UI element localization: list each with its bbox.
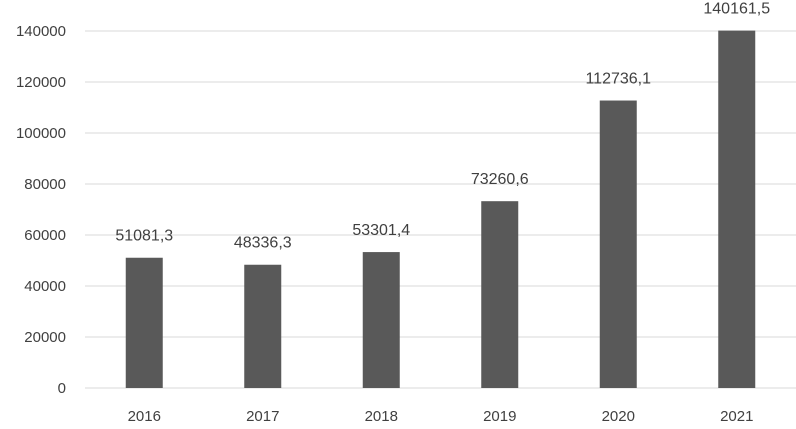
data-label: 140161,5 bbox=[703, 1, 770, 18]
y-tick-label: 100000 bbox=[16, 125, 66, 142]
data-label: 48336,3 bbox=[234, 235, 292, 252]
y-tick-label: 20000 bbox=[24, 329, 66, 346]
x-tick-label: 2019 bbox=[483, 408, 516, 424]
y-tick-label: 60000 bbox=[24, 227, 66, 244]
bar bbox=[125, 257, 163, 388]
x-tick-label: 2018 bbox=[365, 408, 398, 424]
x-tick-label: 2016 bbox=[128, 408, 161, 424]
data-label: 51081,3 bbox=[115, 228, 173, 245]
bar bbox=[244, 264, 282, 388]
y-tick-label: 140000 bbox=[16, 23, 66, 40]
y-tick-label: 0 bbox=[58, 380, 66, 397]
y-tick-label: 120000 bbox=[16, 74, 66, 91]
x-tick-label: 2020 bbox=[602, 408, 635, 424]
bar bbox=[362, 252, 400, 388]
bar bbox=[718, 30, 756, 389]
bar bbox=[481, 201, 519, 388]
y-tick-label: 80000 bbox=[24, 176, 66, 193]
y-tick-label: 40000 bbox=[24, 278, 66, 295]
data-label: 112736,1 bbox=[585, 71, 651, 88]
data-label: 53301,4 bbox=[352, 222, 410, 239]
data-label: 73260,6 bbox=[471, 171, 529, 188]
bar bbox=[599, 100, 637, 388]
x-tick-label: 2017 bbox=[246, 408, 279, 424]
x-tick-label: 2021 bbox=[720, 408, 753, 424]
